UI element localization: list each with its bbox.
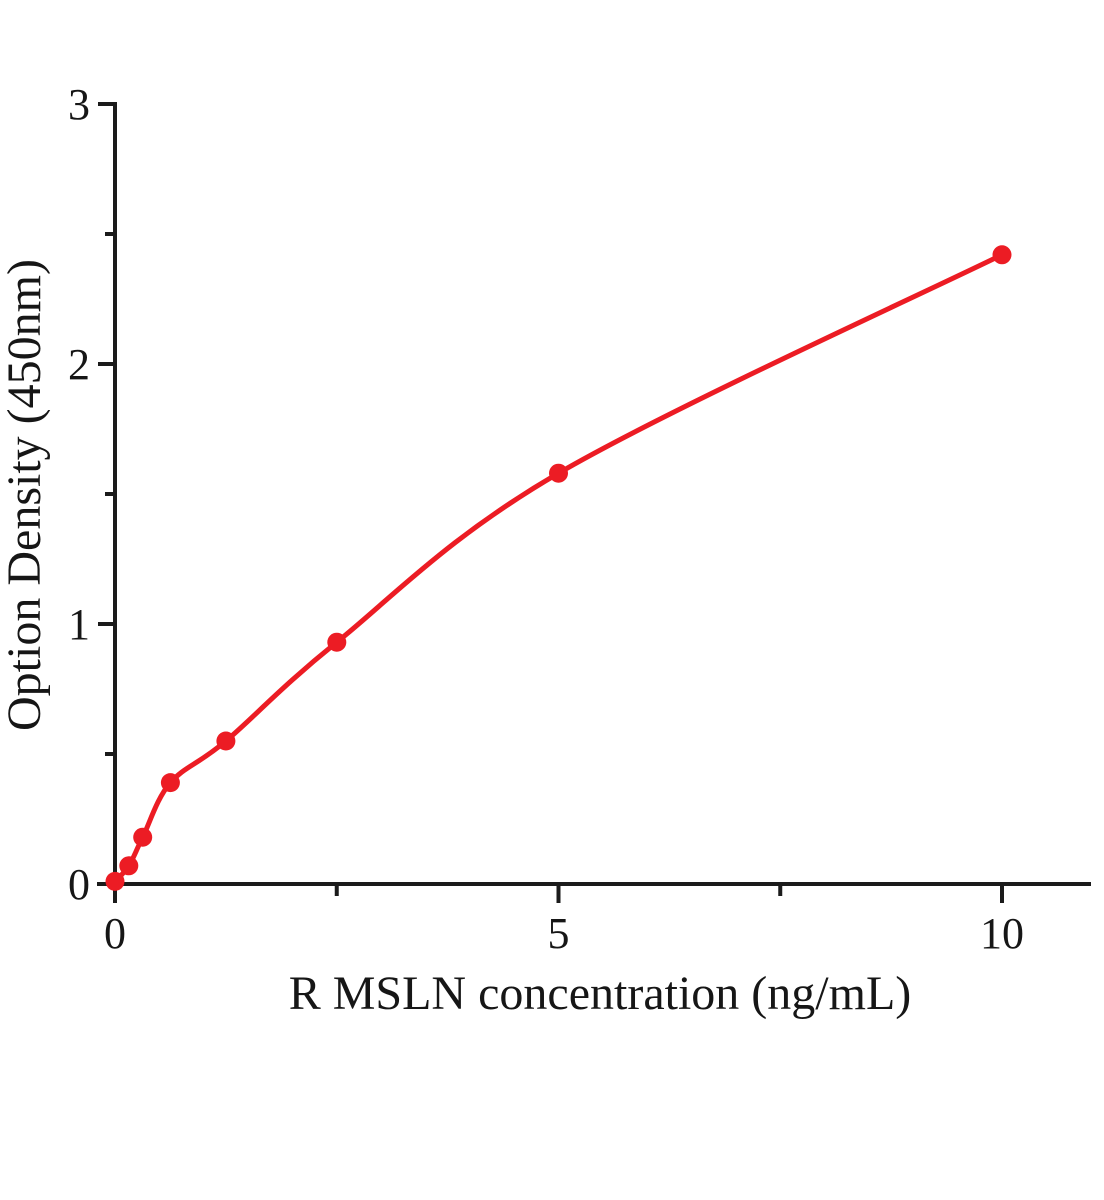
- y-axis-title: Option Density (450nm): [0, 259, 51, 731]
- x-tick-label: 5: [548, 909, 570, 958]
- fit-curve: [112, 252, 1005, 884]
- data-point-marker: [160, 773, 180, 793]
- axis-ticks: 0 1 2 3 0 5 10: [68, 80, 1024, 958]
- x-axis-title: R MSLN concentration (ng/mL): [289, 967, 912, 1020]
- data-point-marker: [119, 856, 139, 876]
- y-tick-label: 2: [68, 340, 90, 389]
- x-tick-label: 10: [980, 909, 1024, 958]
- data-point-marker: [105, 871, 125, 891]
- data-point-marker: [549, 463, 568, 483]
- y-tick-label: 1: [68, 600, 90, 649]
- y-tick-label: 0: [68, 860, 90, 909]
- data-point-marker: [992, 245, 1012, 265]
- data-point-marker: [216, 731, 236, 751]
- x-tick-label: 0: [104, 909, 126, 958]
- data-point-marker: [327, 632, 347, 652]
- data-points: [105, 245, 1012, 891]
- y-tick-label: 3: [68, 80, 90, 129]
- data-point-marker: [133, 827, 153, 847]
